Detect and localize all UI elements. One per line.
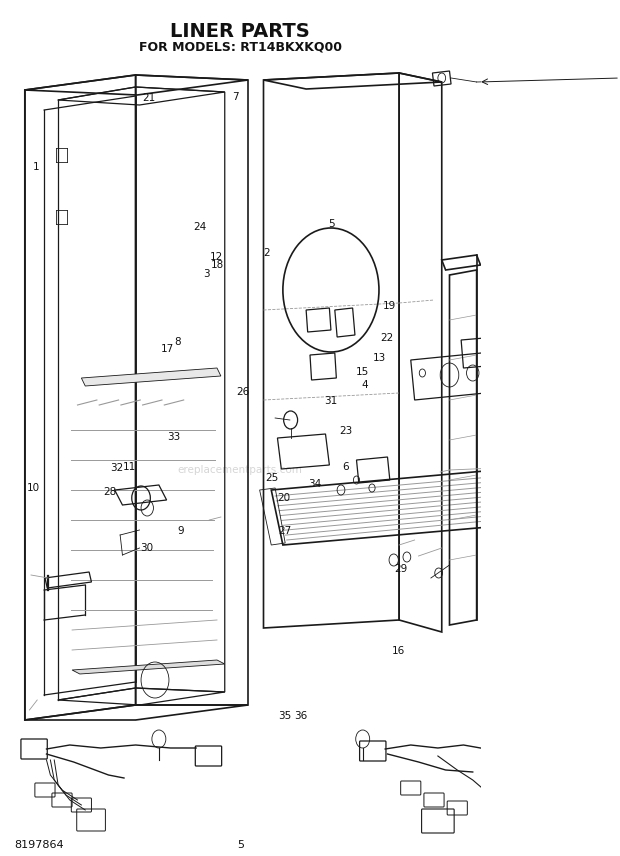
Text: 5: 5 [328,219,335,229]
Text: 32: 32 [110,463,123,473]
Text: 3: 3 [203,269,210,279]
Text: 9: 9 [177,526,184,536]
Text: 18: 18 [211,259,224,270]
Text: 36: 36 [294,710,308,721]
Text: 5: 5 [237,840,244,850]
Text: 1: 1 [33,162,39,172]
Text: 22: 22 [381,333,394,343]
Text: 25: 25 [265,473,278,483]
Text: 12: 12 [210,252,223,262]
Text: 16: 16 [392,645,405,656]
Text: 11: 11 [123,461,136,472]
Text: 20: 20 [277,493,290,503]
Text: 15: 15 [356,366,370,377]
Text: LINER PARTS: LINER PARTS [170,22,310,41]
Polygon shape [81,368,221,386]
Text: 10: 10 [27,483,40,493]
Text: 2: 2 [264,247,270,258]
Text: 8: 8 [174,337,181,348]
Text: 19: 19 [383,301,396,312]
Text: 30: 30 [140,543,153,553]
Text: 31: 31 [324,395,337,406]
Text: 27: 27 [278,526,291,536]
Text: 7: 7 [232,92,239,102]
Text: 21: 21 [143,93,156,104]
Text: 17: 17 [161,344,174,354]
Text: FOR MODELS: RT14BKXKQ00: FOR MODELS: RT14BKXKQ00 [139,40,342,53]
Text: 13: 13 [373,353,386,363]
Text: 23: 23 [339,426,353,437]
Polygon shape [72,660,224,674]
Text: 29: 29 [394,564,408,574]
Text: 6: 6 [343,461,349,472]
Text: 26: 26 [236,387,249,397]
Text: 8197864: 8197864 [14,840,64,850]
Text: ereplacementparts.com: ereplacementparts.com [178,465,303,475]
Text: 34: 34 [308,479,321,489]
Text: 24: 24 [193,222,206,232]
Text: 33: 33 [167,431,180,442]
Text: 28: 28 [103,487,116,497]
Text: 35: 35 [278,710,291,721]
Text: 4: 4 [362,380,368,390]
